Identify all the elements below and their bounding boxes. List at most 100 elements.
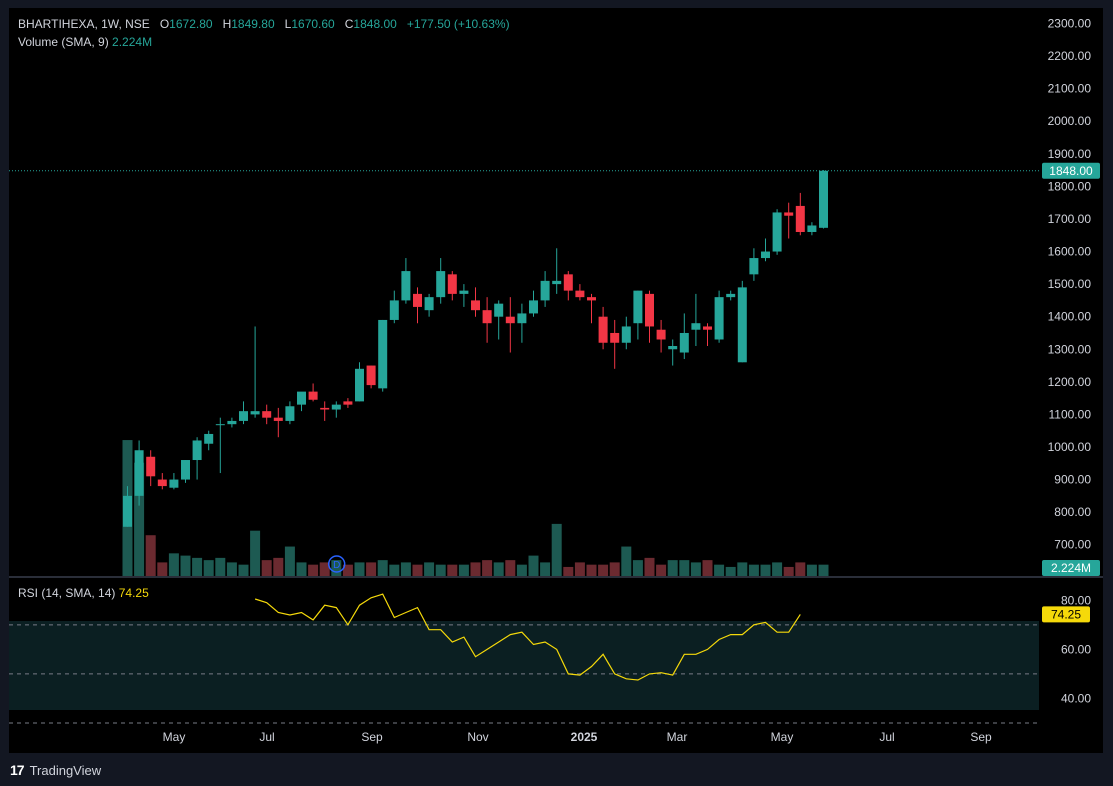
candle xyxy=(157,473,167,490)
volume-bar xyxy=(342,564,353,576)
candle xyxy=(819,170,828,229)
volume-bar xyxy=(806,564,817,576)
chart-canvas[interactable]: 700.00 800.00 900.00 1000.00 1100.00 1200.00 1… xyxy=(9,8,1103,753)
candle-body xyxy=(273,417,283,421)
price-tick-label: 700.00 xyxy=(1054,538,1091,552)
dividend-marker-label: D xyxy=(333,560,340,571)
volume-bar xyxy=(157,562,168,576)
candle xyxy=(656,319,666,353)
high-label: H xyxy=(222,17,232,31)
candle-body xyxy=(726,293,736,298)
candle xyxy=(529,290,538,317)
candle xyxy=(807,222,817,236)
candle xyxy=(169,473,179,490)
candle xyxy=(726,290,736,301)
rsi-line xyxy=(254,593,801,681)
volume-bar xyxy=(145,535,156,576)
candle-body xyxy=(436,271,446,298)
volume-legend-value: 2.224M xyxy=(112,35,153,49)
candle xyxy=(308,383,318,402)
dividend-marker[interactable]: D xyxy=(327,555,346,573)
candle-body xyxy=(679,332,689,353)
candle-body xyxy=(181,460,190,480)
candle-body xyxy=(157,479,167,487)
volume-bar xyxy=(714,564,725,576)
candle-body xyxy=(819,170,828,228)
rsi-legend-value: 74.25 xyxy=(118,586,149,600)
candle-body xyxy=(215,424,225,426)
chart-area[interactable]: 700.00 800.00 900.00 1000.00 1100.00 1200.00 1… xyxy=(9,8,1103,753)
volume-bar xyxy=(180,555,191,576)
volume-bar xyxy=(192,557,203,576)
candle xyxy=(331,401,341,418)
volume-bar xyxy=(238,564,249,576)
candle xyxy=(482,297,492,343)
volume-bar xyxy=(748,564,759,576)
candle-body xyxy=(320,407,330,410)
candle-body xyxy=(459,290,469,294)
candle-body xyxy=(633,290,643,324)
candle-body xyxy=(575,290,585,298)
price-axis[interactable]: 700.00 800.00 900.00 1000.00 1100.00 1200.00 1… xyxy=(1048,17,1092,552)
candle-body xyxy=(424,297,434,311)
candle xyxy=(505,297,515,353)
candle-body xyxy=(552,280,562,285)
candle xyxy=(424,293,434,317)
brand-name[interactable]: TradingView xyxy=(29,762,102,778)
volume-bar xyxy=(284,546,295,576)
symbol-legend: BHARTIHEXA, 1W, NSE O1672.80 H1849.80 L1… xyxy=(18,17,510,31)
volume-bar xyxy=(331,560,342,576)
rsi-badge: 74.25 xyxy=(1042,606,1090,623)
close-value: 1848.00 xyxy=(353,17,397,31)
candle-body xyxy=(227,420,237,425)
candle xyxy=(192,437,202,480)
candle-body xyxy=(331,404,341,410)
time-tick-label: Sep xyxy=(361,730,383,744)
rsi-axis[interactable]: 40.00 60.00 80.00 xyxy=(1061,593,1091,705)
candle-body xyxy=(482,310,492,324)
volume-bar xyxy=(783,566,794,576)
candle xyxy=(598,306,608,350)
rsi-legend: RSI (14, SMA, 14) 74.25 xyxy=(18,586,149,600)
candle-body xyxy=(204,433,214,444)
volume-bar xyxy=(389,564,400,576)
rsi-tick-label: 60.00 xyxy=(1061,642,1091,656)
close-label: C xyxy=(344,17,354,31)
price-tick-label: 2200.00 xyxy=(1048,49,1092,63)
candle xyxy=(563,271,573,301)
candle xyxy=(668,339,678,366)
volume-legend: Volume (SMA, 9) 2.224M xyxy=(18,35,152,49)
tradingview-logo-icon[interactable]: 17 xyxy=(10,762,25,778)
candle xyxy=(737,280,747,363)
candle-body xyxy=(621,326,631,343)
candle-body xyxy=(401,271,411,301)
candle xyxy=(355,362,364,402)
price-tick-label: 900.00 xyxy=(1054,473,1091,487)
candle xyxy=(633,290,643,340)
volume-bar xyxy=(505,560,516,576)
price-tick-label: 1700.00 xyxy=(1048,212,1092,226)
candle-body xyxy=(772,212,782,252)
candle xyxy=(250,326,260,418)
volume-bar xyxy=(447,564,458,576)
candle-body xyxy=(297,391,306,405)
price-tick-label: 1600.00 xyxy=(1048,245,1092,259)
candle-body xyxy=(645,293,654,327)
candle xyxy=(239,401,248,425)
candle-body xyxy=(668,346,678,350)
candle xyxy=(749,248,759,281)
volume-bar xyxy=(168,553,179,576)
candle xyxy=(285,401,295,425)
price-badge-label: 1848.00 xyxy=(1049,164,1093,178)
candle-body xyxy=(610,332,620,343)
candle xyxy=(645,290,654,343)
candle-body xyxy=(366,365,376,386)
volume-series xyxy=(122,440,829,576)
candle-body xyxy=(378,319,388,389)
volume-bar xyxy=(250,530,261,576)
volume-bar xyxy=(702,560,713,576)
time-axis[interactable]: May Jul Sep Nov 2025 Mar May Jul Sep xyxy=(163,730,992,744)
candle xyxy=(146,450,156,487)
volume-bar xyxy=(656,564,667,576)
candle xyxy=(784,202,794,239)
